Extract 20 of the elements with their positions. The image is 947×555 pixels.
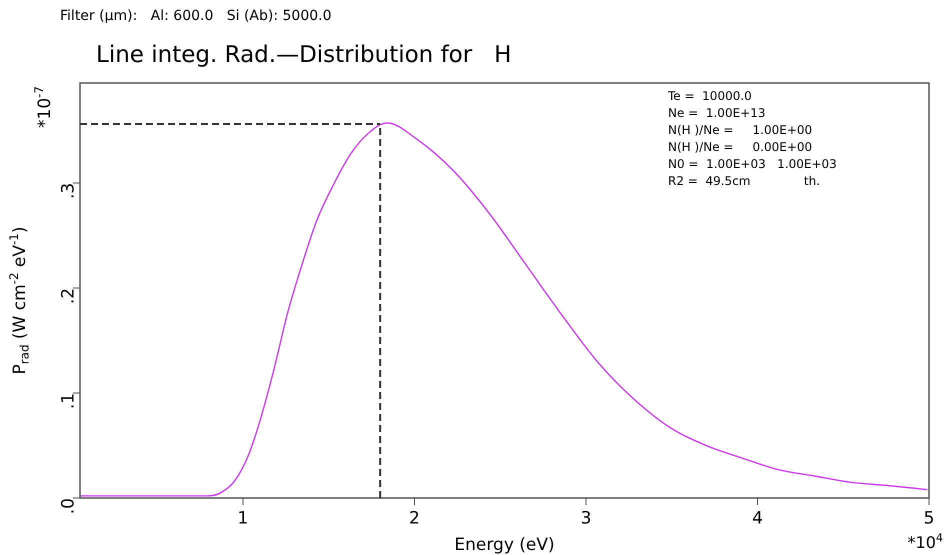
text: *10-7 (32, 86, 55, 128)
x-tick-label: 1 (238, 508, 248, 529)
y-axis-title: Prad (W cm-2 eV-1) (7, 226, 32, 374)
y-tick-label: .2 (58, 288, 78, 304)
x-tick-label: 3 (580, 508, 592, 529)
annotation: R2 = 49.5cm th. (668, 174, 820, 188)
annotation: N0 = 1.00E+03 1.00E+03 (668, 157, 837, 171)
chart-subtitle: Filter (μm): Al: 600.0 Si (Ab): 5000.0 (60, 8, 332, 24)
chart-title: Line integ. Rad.—Distribution for H (96, 42, 512, 68)
x-tick-label: 4 (752, 508, 763, 529)
x-axis-title: Energy (eV) (454, 535, 555, 555)
y-tick-label: .3 (58, 182, 78, 200)
x-tick-label: 5 (924, 508, 934, 529)
y-tick-label: .1 (58, 392, 78, 410)
annotation: Te = 10000.0 (667, 89, 752, 103)
annotation: N(H )/Ne = 1.00E+00 (668, 123, 812, 137)
y-tick-label: .0 (58, 498, 78, 514)
annotation: Ne = 1.00E+13 (668, 106, 766, 120)
x-tick-label: 2 (409, 508, 420, 529)
annotation: N(H )/Ne = 0.00E+00 (668, 140, 812, 154)
